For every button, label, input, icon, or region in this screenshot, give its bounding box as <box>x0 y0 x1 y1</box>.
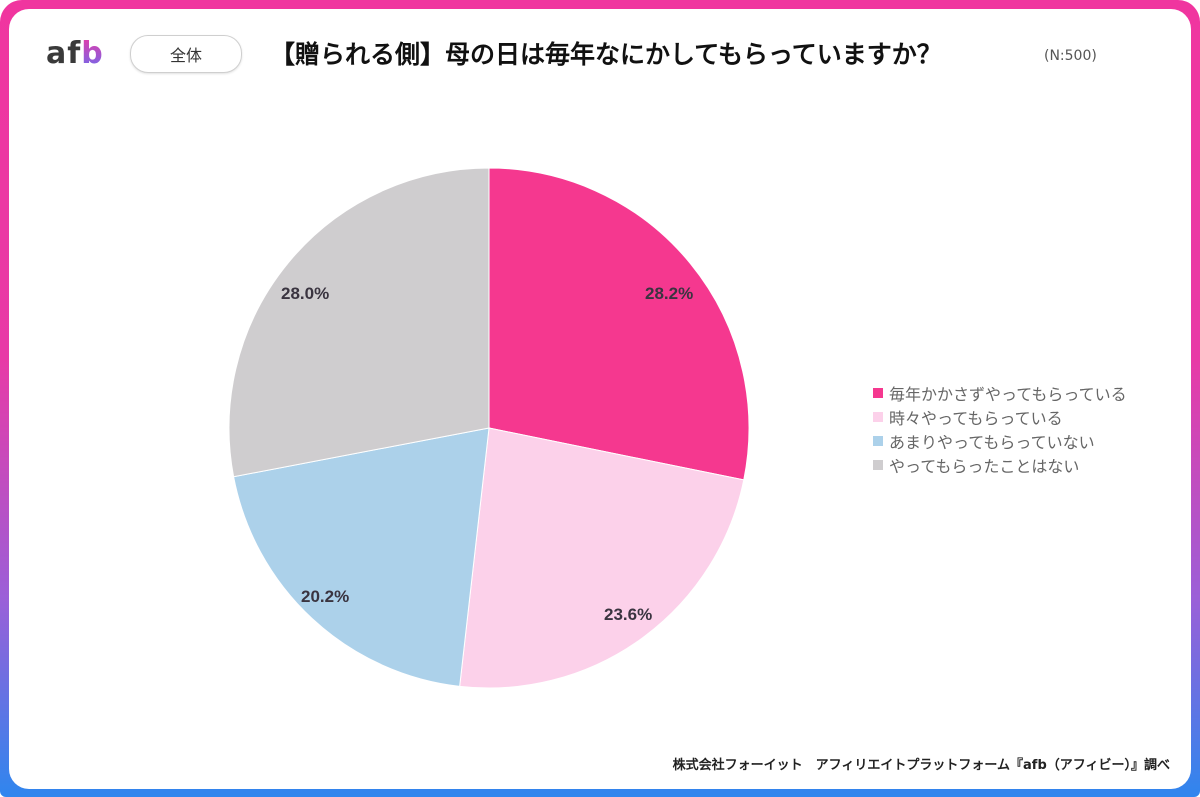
slice-rarely <box>233 427 490 687</box>
legend-swatch <box>873 412 883 422</box>
legend-item-every-year: 毎年かかさずやってもらっている <box>873 381 1127 405</box>
logo-text: af <box>46 36 82 71</box>
slice-label-every-year: 28.2% <box>645 284 694 303</box>
legend-label: 毎年かかさずやってもらっている <box>889 385 1127 404</box>
chart-title: 【贈られる側】母の日は毎年なにかしてもらっていますか？ <box>270 40 942 69</box>
legend-item-sometimes: 時々やってもらっている <box>873 405 1127 429</box>
legend-label: やってもらったことはない <box>889 457 1080 476</box>
legend-swatch <box>873 460 883 470</box>
source-credit: 株式会社フォーイット アフィリエイトプラットフォーム『afb（アフィビー）』調べ <box>672 758 1170 773</box>
segment-badge-label: 全体 <box>169 46 202 65</box>
legend-item-never: やってもらったことはない <box>873 453 1127 477</box>
segment-badge: 全体 <box>130 35 242 73</box>
legend-label: あまりやってもらっていない <box>889 433 1095 452</box>
slice-label-never: 28.0% <box>281 284 330 303</box>
legend: 毎年かかさずやってもらっている 時々やってもらっている あまりやってもらっていな… <box>873 381 1127 477</box>
slice-never <box>228 167 490 478</box>
legend-swatch <box>873 436 883 446</box>
slice-every-year <box>488 167 750 481</box>
slice-label-sometimes: 23.6% <box>604 605 653 624</box>
afb-logo: afb <box>46 36 104 72</box>
sample-size: (N:500) <box>1044 48 1097 64</box>
slice-label-rarely: 20.2% <box>301 587 350 606</box>
legend-label: 時々やってもらっている <box>889 409 1063 428</box>
slice-sometimes <box>459 427 745 689</box>
legend-item-rarely: あまりやってもらっていない <box>873 429 1127 453</box>
legend-swatch <box>873 388 883 398</box>
logo-accent: b <box>81 36 104 71</box>
